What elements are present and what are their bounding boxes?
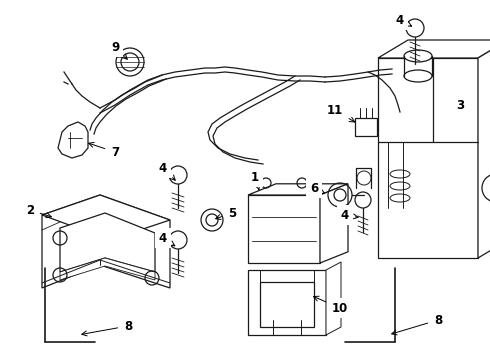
Polygon shape	[326, 262, 341, 335]
Bar	[378, 58, 478, 258]
Polygon shape	[42, 195, 170, 288]
Bar	[260, 282, 314, 327]
Text: 8: 8	[392, 314, 442, 335]
Bar	[401, 118, 415, 132]
Bar	[248, 270, 326, 335]
Text: 4: 4	[159, 231, 175, 246]
Polygon shape	[60, 213, 155, 272]
Bar	[355, 118, 377, 136]
Text: 4: 4	[159, 162, 175, 180]
Text: 8: 8	[82, 320, 132, 336]
Text: 3: 3	[452, 99, 464, 112]
Polygon shape	[248, 184, 348, 195]
Polygon shape	[378, 40, 490, 58]
Ellipse shape	[404, 50, 432, 62]
Text: 4: 4	[396, 14, 412, 27]
Text: 5: 5	[216, 207, 236, 220]
Bar	[389, 103, 403, 117]
Text: 6: 6	[310, 181, 325, 194]
Ellipse shape	[404, 70, 432, 82]
Text: 11: 11	[327, 104, 355, 122]
Text: 9: 9	[111, 41, 127, 59]
Text: 1: 1	[251, 171, 260, 190]
Polygon shape	[478, 40, 490, 258]
Text: 4: 4	[341, 208, 358, 221]
Bar	[248, 195, 320, 263]
Polygon shape	[42, 195, 170, 240]
Text: 10: 10	[314, 296, 348, 315]
Polygon shape	[320, 184, 348, 263]
Text: 7: 7	[89, 143, 119, 158]
Polygon shape	[58, 122, 88, 158]
Text: 2: 2	[26, 203, 51, 218]
Polygon shape	[60, 258, 155, 280]
